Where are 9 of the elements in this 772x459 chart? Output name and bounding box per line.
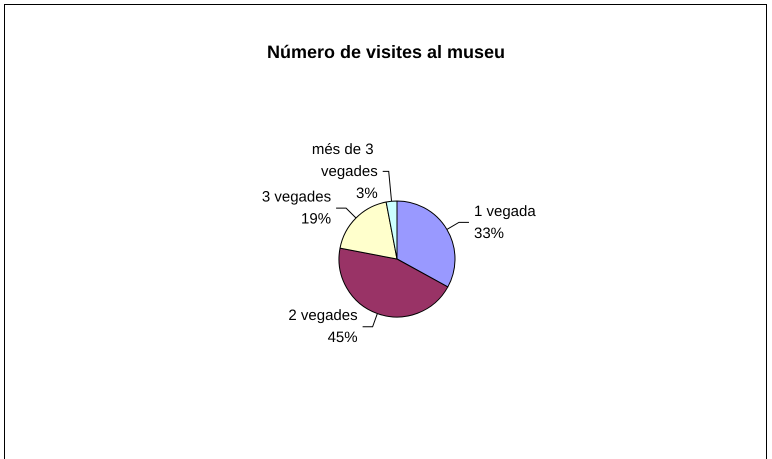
slice-label: 3 vegades bbox=[262, 188, 332, 206]
slice-label: 2 vegades bbox=[288, 307, 358, 324]
slice-label: 1 vegada bbox=[474, 202, 536, 220]
data-label: 45% bbox=[328, 329, 358, 346]
slice-label: més de 3 vegades bbox=[312, 140, 378, 180]
data-label: 19% bbox=[301, 210, 332, 228]
chart-title: Número de visites al museu bbox=[266, 42, 506, 62]
data-label: 3% bbox=[356, 184, 378, 202]
data-label: 33% bbox=[474, 224, 504, 242]
